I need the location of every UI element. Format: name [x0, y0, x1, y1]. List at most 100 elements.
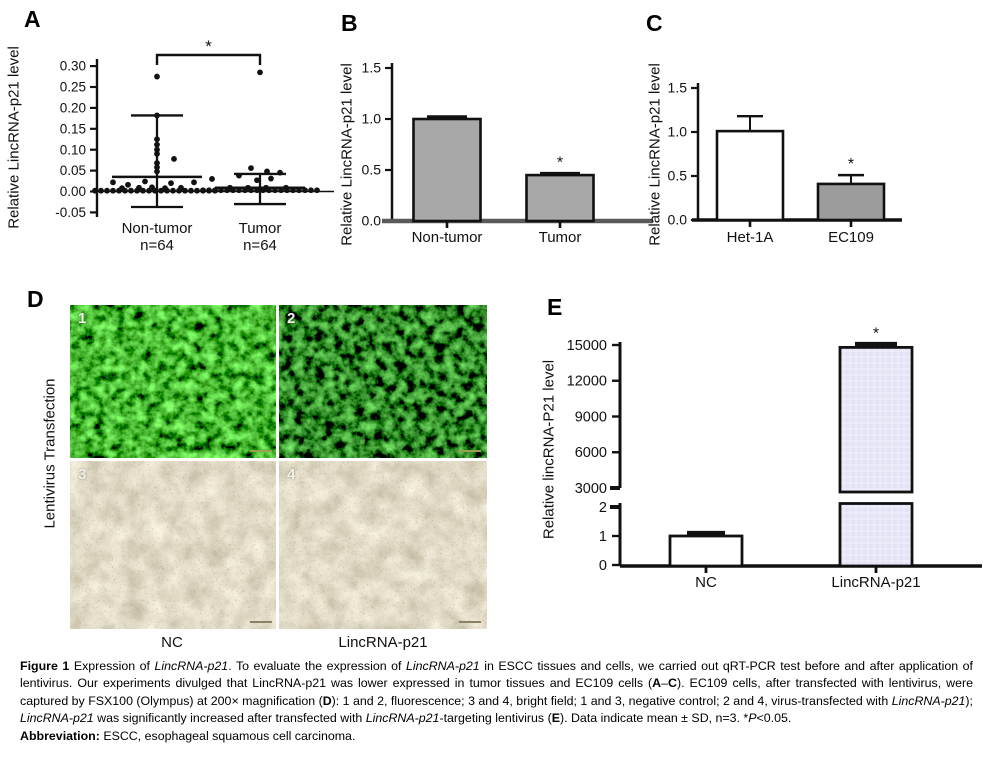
- y-tick-label: 0.25: [60, 80, 86, 95]
- significance-bracket: [155, 53, 262, 65]
- micrograph-label-4: 4: [287, 466, 296, 483]
- caption-line: Figure 1 Expression of LincRNA-p21. To e…: [20, 659, 974, 673]
- significance-star: *: [205, 37, 212, 56]
- y-tick-label: 2: [599, 500, 607, 516]
- bar: [715, 129, 785, 222]
- bar: [668, 534, 744, 568]
- panel-a: A Relative LincRNA-p21 level 0.30 0.25 0.2…: [0, 0, 335, 270]
- panel-e-y-axis-label: Relative lincRNA-P21 level: [540, 359, 558, 540]
- bar-lower-segment: [838, 502, 914, 568]
- y-tick-label: 0.0: [362, 213, 382, 229]
- panel-e-letter: E: [547, 294, 563, 320]
- data-point: [164, 187, 170, 194]
- panel-b: B Relative LincRNA-p21 level 1.5 1.0 0.5 0.…: [335, 0, 655, 270]
- panel-e-chart: 15000 12000 9000 6000 3000 2 1 0 *: [567, 325, 982, 574]
- category-sublabel: n=64: [243, 237, 277, 254]
- micrograph-1-fluorescence: [70, 305, 276, 458]
- significance-star: *: [873, 325, 879, 342]
- data-point: [182, 187, 188, 194]
- caption-line: lentivirus. Our experiments divulged tha…: [20, 676, 973, 691]
- panel-e-category-lincrna: LincRNA-p21: [831, 574, 921, 591]
- y-tick-label: 0.05: [60, 163, 86, 178]
- data-point: [116, 187, 122, 194]
- category-label: Non-tumor: [121, 220, 193, 237]
- data-point: [171, 155, 177, 162]
- bar-upper-segment: [838, 345, 914, 494]
- micrograph-4-texture: [279, 461, 487, 629]
- panel-c-y-axis-label: Relative LincRNA-p21 level: [646, 63, 664, 246]
- data-point: [158, 187, 164, 194]
- panel-a-letter: A: [24, 6, 41, 32]
- y-tick-label: 1.0: [362, 111, 382, 127]
- data-point: [191, 179, 197, 186]
- panel-a-y-axis-label: Relative LincRNA-p21 level: [5, 46, 23, 229]
- data-point: [168, 180, 174, 187]
- micrograph-2-fluorescence: [279, 305, 487, 458]
- data-point: [110, 187, 116, 194]
- data-point: [154, 73, 160, 80]
- micrograph-3-texture: [70, 461, 276, 629]
- data-point: [254, 177, 260, 184]
- panel-c-letter: C: [646, 10, 663, 36]
- y-tick-label: 0.0: [668, 212, 688, 228]
- panel-b-category-non-tumor: Non-tumor: [411, 229, 483, 246]
- y-tick-label: 0.00: [60, 184, 86, 199]
- panel-d-y-axis-label: Lentivirus Transfection: [41, 378, 59, 529]
- y-tick-label: 9000: [575, 409, 607, 425]
- y-tick-label: 1.5: [668, 80, 688, 96]
- micrograph-label-3: 3: [78, 466, 87, 483]
- data-point: [194, 187, 200, 194]
- y-tick-label: -0.05: [55, 205, 86, 220]
- data-point: [128, 187, 134, 194]
- panel-b-letter: B: [341, 10, 358, 36]
- data-point: [176, 187, 182, 194]
- data-point: [314, 187, 320, 194]
- data-point: [140, 187, 146, 194]
- panel-a-category-tumor: Tumor n=64: [239, 220, 282, 254]
- data-point: [170, 187, 176, 194]
- data-point: [209, 176, 215, 182]
- y-tick-label: 1.5: [362, 60, 382, 76]
- data-point: [200, 187, 206, 194]
- data-point: [206, 187, 212, 194]
- caption-line: Abbreviation: ESCC, esophageal squamous …: [20, 728, 356, 743]
- panel-e: E Relative lincRNA-P21 level 15000 12000 9…: [535, 282, 992, 622]
- panel-b-category-tumor: Tumor: [538, 229, 582, 246]
- data-point: [104, 187, 110, 194]
- panel-e-category-nc: NC: [695, 574, 717, 591]
- micrograph-label-1: 1: [78, 310, 87, 327]
- significance-star: *: [557, 155, 563, 172]
- panel-c-category-ec109: EC109: [828, 229, 874, 246]
- panel-a-chart: 0.30 0.25 0.20 0.15 0.10 0.05 0.00 -0.05 *: [55, 37, 334, 220]
- y-tick-label: 0: [599, 558, 607, 574]
- data-point: [110, 179, 116, 186]
- y-tick-label: 0.30: [60, 59, 86, 74]
- y-tick-label: 0.10: [60, 142, 86, 157]
- y-tick-label: 1.0: [668, 124, 688, 140]
- panel-c-chart: 1.5 1.0 0.5 0.0 *: [668, 80, 902, 228]
- panel-b-chart: 1.5 1.0 0.5 0.0 *: [362, 60, 653, 229]
- data-point: [146, 187, 152, 194]
- panel-b-y-axis-label: Relative LincRNA-p21 level: [338, 63, 356, 246]
- category-label: Tumor: [238, 220, 282, 237]
- data-point: [122, 187, 128, 194]
- caption-line: captured by FSX100 (Olympus) at 200× mag…: [20, 693, 973, 708]
- data-point: [98, 187, 104, 194]
- y-tick-label: 1: [599, 529, 607, 545]
- data-point: [268, 175, 274, 182]
- panel-c: C Relative LincRNA-p21 level 1.5 1.0 0.5 0.…: [640, 0, 992, 270]
- y-tick-label: 0.20: [60, 101, 86, 116]
- data-point: [188, 187, 194, 194]
- y-tick-label: 12000: [567, 374, 607, 390]
- bar: [816, 182, 886, 222]
- y-tick-label: 0.5: [668, 168, 688, 184]
- y-tick-label: 15000: [567, 338, 607, 354]
- data-point: [308, 187, 314, 194]
- panel-d-letter: D: [27, 286, 44, 312]
- panel-d-micrographs: [70, 305, 487, 629]
- data-point: [142, 178, 148, 185]
- bar: [412, 117, 482, 223]
- significance-star: *: [848, 156, 854, 173]
- panel-a-category-non-tumor: Non-tumor n=64: [122, 220, 193, 254]
